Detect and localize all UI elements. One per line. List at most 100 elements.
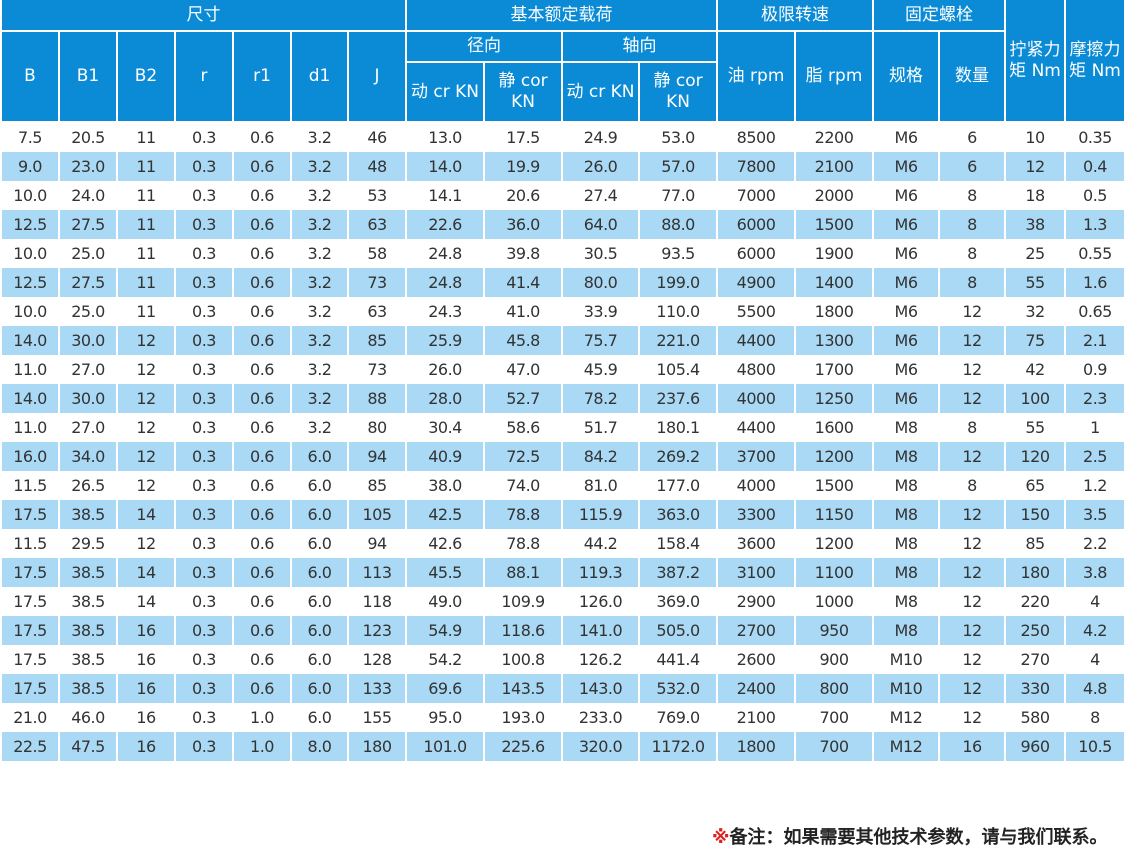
table-cell: 0.6 (232, 587, 292, 616)
table-cell: 0.6 (232, 442, 292, 471)
table-cell: 12 (938, 529, 1007, 558)
table-cell: 0.6 (232, 645, 292, 674)
table-cell: 0.9 (1064, 355, 1124, 384)
table-row: 11.5 26.5 12 0.3 0.6 6.0 85 38.0 74.0 81.0 177.0 40… (0, 471, 1124, 500)
table-cell: 11 (116, 268, 176, 297)
table-cell: 78.2 (561, 384, 641, 413)
table-cell: 6 (938, 152, 1007, 181)
table-cell: 36.0 (483, 210, 564, 239)
table-cell: 12 (938, 587, 1007, 616)
table-row: 17.5 38.5 14 0.3 0.6 6.0 118 49.0 109.9 126.0 369.… (0, 587, 1124, 616)
header-B: B (0, 31, 60, 123)
table-cell: 85 (346, 326, 408, 355)
header-B2: B2 (116, 31, 176, 123)
table-cell: 42 (1004, 355, 1067, 384)
table-row: 11.0 27.0 12 0.3 0.6 3.2 80 30.4 58.6 51.7 180.1 44… (0, 413, 1124, 442)
table-cell: 42.5 (405, 500, 486, 529)
table-cell: 0.3 (174, 326, 234, 355)
table-cell: 6000 (716, 239, 797, 268)
table-cell: 16 (116, 616, 176, 645)
table-cell: M10 (872, 674, 941, 703)
table-cell: 0.6 (232, 355, 292, 384)
table-cell: 123 (346, 616, 408, 645)
table-cell: 16 (116, 703, 176, 732)
table-cell: M6 (872, 239, 941, 268)
header-B1: B1 (58, 31, 118, 123)
table-cell: 17.5 (0, 500, 60, 529)
table-cell: 41.4 (483, 268, 564, 297)
table-row: 17.5 38.5 16 0.3 0.6 6.0 133 69.6 143.5 143.0 532.… (0, 674, 1124, 703)
table-cell: 128 (346, 645, 408, 674)
table-cell: 1172.0 (638, 732, 719, 761)
table-cell: 1.2 (1064, 471, 1124, 500)
table-cell: 27.0 (58, 355, 118, 384)
table-cell: 0.3 (174, 558, 234, 587)
table-cell: 27.5 (58, 268, 118, 297)
table-cell: 30.0 (58, 326, 118, 355)
table-cell: 11.0 (0, 413, 60, 442)
table-cell: 12 (116, 413, 176, 442)
table-cell: 0.6 (232, 529, 292, 558)
table-cell: 133 (346, 674, 408, 703)
table-cell: 38 (1004, 210, 1067, 239)
table-cell: 1.0 (232, 732, 292, 761)
table-cell: 158.4 (638, 529, 719, 558)
table-cell: 54.9 (405, 616, 486, 645)
table-cell: 2600 (716, 645, 797, 674)
table-cell: 52.7 (483, 384, 564, 413)
table-cell: 6.0 (290, 674, 349, 703)
table-cell: 3.2 (290, 122, 349, 152)
table-cell: M8 (872, 587, 941, 616)
table-cell: 57.0 (638, 152, 719, 181)
table-cell: 54.2 (405, 645, 486, 674)
table-cell: 0.3 (174, 413, 234, 442)
table-cell: 40.9 (405, 442, 486, 471)
table-cell: 6.0 (290, 616, 349, 645)
header-axial-dynamic: 动 cr KN (561, 62, 641, 123)
table-cell: 38.0 (405, 471, 486, 500)
table-cell: 6.0 (290, 471, 349, 500)
header-radial: 径向 (405, 31, 564, 63)
table-cell: 58 (346, 239, 408, 268)
table-cell: 88 (346, 384, 408, 413)
header-d1: d1 (290, 31, 349, 123)
table-cell: M8 (872, 616, 941, 645)
table-cell: 269.2 (638, 442, 719, 471)
table-cell: 20.6 (483, 181, 564, 210)
table-cell: 27.5 (58, 210, 118, 239)
table-cell: 100 (1004, 384, 1067, 413)
table-cell: 0.3 (174, 732, 234, 761)
table-cell: 26.0 (561, 152, 641, 181)
table-body: 7.5 20.5 11 0.3 0.6 3.2 46 13.0 17.5 24.9 53.0 8500… (0, 122, 1124, 761)
table-cell: 180 (346, 732, 408, 761)
table-cell: 84.2 (561, 442, 641, 471)
table-cell: 27.0 (58, 413, 118, 442)
table-cell: 29.5 (58, 529, 118, 558)
table-cell: 8 (938, 210, 1007, 239)
table-cell: 180.1 (638, 413, 719, 442)
table-cell: 55 (1004, 268, 1067, 297)
table-cell: 0.3 (174, 442, 234, 471)
table-cell: 22.6 (405, 210, 486, 239)
table-cell: 12 (116, 442, 176, 471)
table-cell: 0.3 (174, 500, 234, 529)
table-row: 16.0 34.0 12 0.3 0.6 6.0 94 40.9 72.5 84.2 269.2 37… (0, 442, 1124, 471)
table-cell: 221.0 (638, 326, 719, 355)
table-cell: 233.0 (561, 703, 641, 732)
table-cell: 12.5 (0, 268, 60, 297)
table-cell: 12 (938, 558, 1007, 587)
table-cell: 0.6 (232, 616, 292, 645)
table-cell: 27.4 (561, 181, 641, 210)
table-cell: 1200 (794, 442, 875, 471)
table-cell: 8 (938, 471, 1007, 500)
table-cell: 80 (346, 413, 408, 442)
table-cell: 105 (346, 500, 408, 529)
table-cell: 3.2 (290, 152, 349, 181)
table-cell: 48 (346, 152, 408, 181)
table-cell: 0.65 (1064, 297, 1124, 326)
table-cell: M6 (872, 355, 941, 384)
table-cell: 6.0 (290, 587, 349, 616)
table-cell: 45.5 (405, 558, 486, 587)
table-cell: 0.55 (1064, 239, 1124, 268)
table-cell: M12 (872, 732, 941, 761)
